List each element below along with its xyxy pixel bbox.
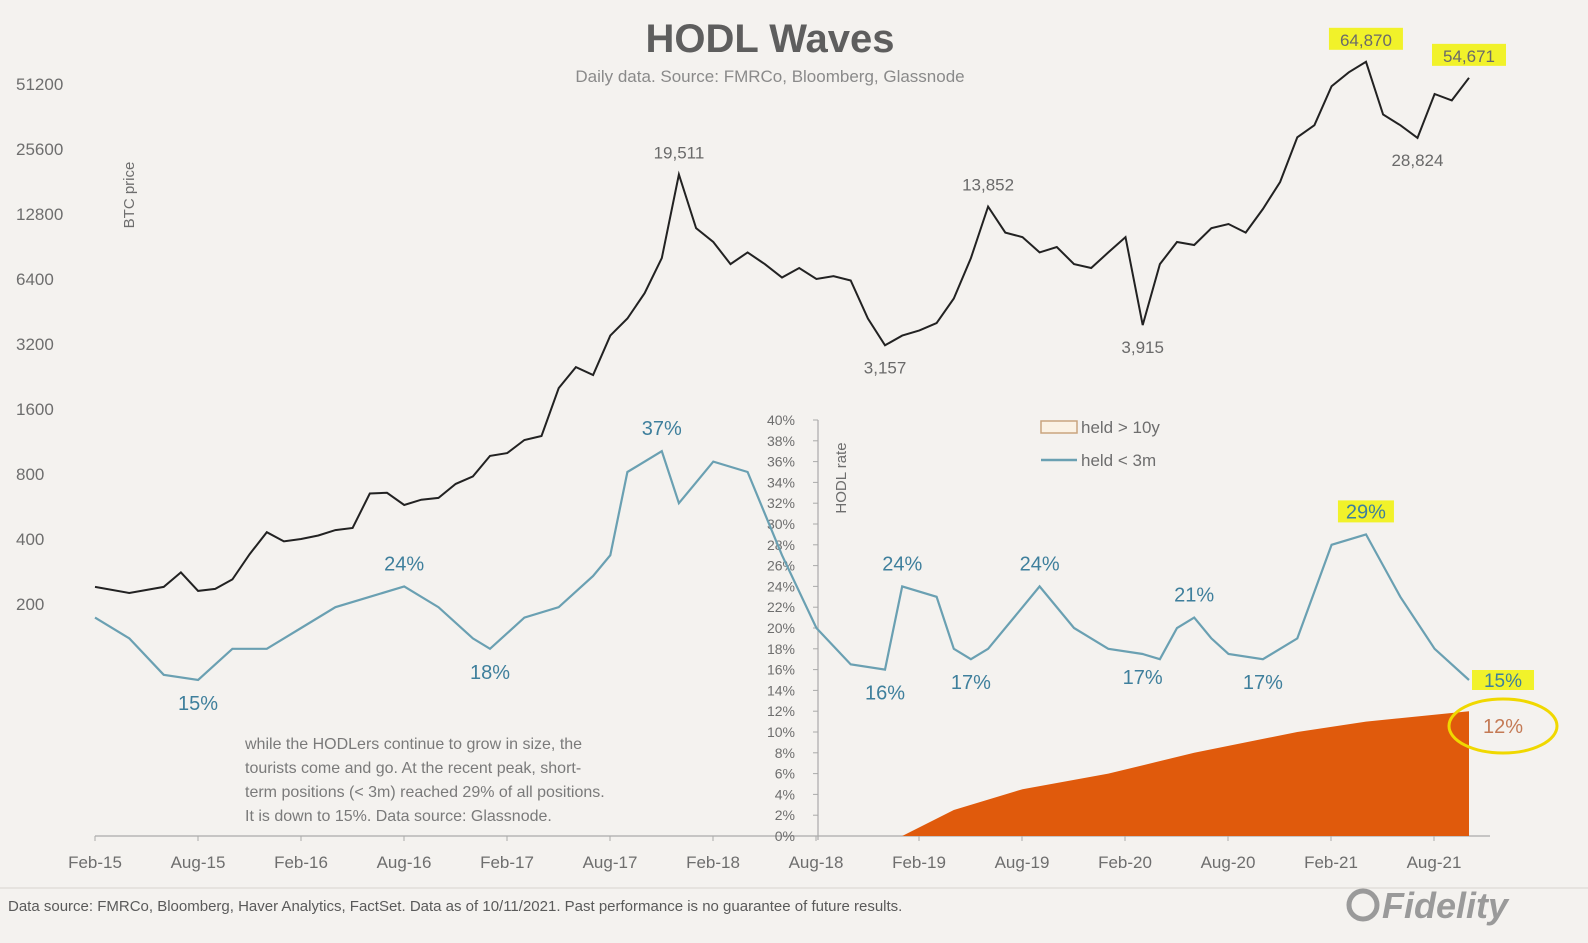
hodl-y-tick-label: 30%: [767, 516, 795, 532]
price-y-tick-label: 400: [16, 530, 44, 549]
x-tick-label: Aug-18: [789, 853, 844, 872]
price-annotation: 28,824: [1391, 151, 1443, 170]
hodl-annotation: 17%: [1123, 667, 1163, 689]
price-annotation: 13,852: [962, 176, 1014, 195]
fidelity-logo-mark: [1346, 888, 1380, 922]
hodl-y-tick-label: 10%: [767, 724, 795, 740]
price-annotation-highlight: [1432, 43, 1506, 66]
chart-subtitle: Daily data. Source: FMRCo, Bloomberg, Gl…: [575, 67, 964, 86]
hodl-y-tick-label: 6%: [775, 766, 795, 782]
price-y-tick-label: 6400: [16, 270, 54, 289]
end-label-circle: [1447, 697, 1559, 755]
x-tick-label: Feb-19: [892, 853, 946, 872]
hodl-annotation: 24%: [384, 553, 424, 575]
x-tick-label: Aug-16: [377, 853, 432, 872]
hodl-annotations: 15% 24% 18% 37% 16% 24% 17% 24% 17% 21% 17% 29%: [178, 418, 1394, 715]
legend-swatch-held-over-10y: [1040, 420, 1078, 434]
legend-label-held-under-3m: held < 3m: [1081, 451, 1156, 470]
hodl-y-tick-label: 8%: [775, 745, 795, 761]
hodl-y-tick-label: 20%: [767, 620, 795, 636]
hodl-end-label-under-3m: 15%: [1484, 671, 1522, 692]
legend-label-held-over-10y: held > 10y: [1081, 418, 1160, 437]
price-y-tick-label: 1600: [16, 400, 54, 419]
price-y-tick-label: 3200: [16, 335, 54, 354]
hodl-y-tick-label: 22%: [767, 599, 795, 615]
hodl-y-tick-label: 12%: [767, 703, 795, 719]
price-annotation: 3,157: [864, 358, 907, 377]
price-y-tick-label: 25600: [16, 140, 63, 159]
x-tick-label: Aug-21: [1407, 853, 1462, 872]
price-annotation: 54,671: [1443, 47, 1495, 66]
x-tick-label: Feb-18: [686, 853, 740, 872]
x-tick-label: Feb-15: [68, 853, 122, 872]
hodl-y-ticks: 0% 2% 4% 6% 8% 10% 12% 14% 16% 18% 20% 22% 24% 26% 28%…: [767, 412, 818, 844]
commentary-note: while the HODLers continue to grow in si…: [244, 736, 605, 825]
hodl-y-tick-label: 26%: [767, 558, 795, 574]
price-annotations: 19,511 3,157 13,852 3,915 28,824 64,870 54,671: [654, 27, 1506, 377]
hodl-y-tick-label: 34%: [767, 474, 795, 490]
note-line: term positions (< 3m) reached 29% of all…: [245, 784, 605, 801]
btc-price-line: [94, 60, 1470, 595]
hodl-y-tick-label: 38%: [767, 433, 795, 449]
hodl-annotation: 29%: [1346, 501, 1386, 523]
hodl-y-tick-label: 14%: [767, 682, 795, 698]
held-under-3m-line: [94, 449, 1470, 682]
hodl-annotation: 17%: [1243, 672, 1283, 694]
hodl-end-label-over-10y: 12%: [1483, 716, 1523, 738]
note-line: It is down to 15%. Data source: Glassnod…: [245, 808, 552, 825]
hodl-annotation: 37%: [642, 418, 682, 440]
x-ticks: Feb-15 Aug-15 Feb-16 Aug-16 Feb-17 Aug-17 Feb-…: [68, 836, 1461, 872]
hodl-y-tick-label: 24%: [767, 578, 795, 594]
x-tick-label: Feb-20: [1098, 853, 1152, 872]
footer-source: Data source: FMRCo, Bloomberg, Haver Ana…: [8, 898, 902, 915]
x-tick-label: Aug-17: [583, 853, 638, 872]
note-line: tourists come and go. At the recent peak…: [245, 760, 581, 777]
hodl-annotation: 24%: [882, 553, 922, 575]
hodl-y-tick-label: 18%: [767, 641, 795, 657]
price-annotation-highlight: [1328, 27, 1403, 50]
x-tick-label: Aug-15: [171, 853, 226, 872]
price-y-axis-label: BTC price: [121, 162, 138, 229]
price-annotation: 64,870: [1340, 31, 1392, 50]
x-tick-label: Aug-20: [1201, 853, 1256, 872]
end-label-highlight: [1472, 670, 1534, 690]
hodl-annotation: 16%: [865, 683, 905, 705]
price-y-tick-label: 12800: [16, 205, 63, 224]
hodl-annotation: 18%: [470, 662, 510, 684]
price-annotation: 19,511: [654, 143, 705, 162]
held-over-10y-area: [902, 711, 1469, 836]
hodl-annotation: 17%: [951, 672, 991, 694]
fidelity-logo-text: Fidelity: [1382, 885, 1510, 926]
hodl-annotation: 21%: [1174, 585, 1214, 607]
hodl-y-tick-label: 16%: [767, 662, 795, 678]
hodl-y-tick-label: 40%: [767, 412, 795, 428]
x-tick-label: Aug-19: [995, 853, 1050, 872]
hodl-y-tick-label: 32%: [767, 495, 795, 511]
legend: held > 10y held < 3m: [1040, 418, 1160, 470]
hodl-y-tick-label: 2%: [775, 807, 795, 823]
price-y-tick-label: 51200: [16, 75, 63, 94]
price-y-ticks: 51200 25600 12800 6400 3200 1600 800 400 200: [16, 75, 63, 614]
hodl-annotation-highlight: [1337, 500, 1394, 523]
x-tick-label: Feb-17: [480, 853, 534, 872]
hodl-annotation: 15%: [178, 693, 218, 715]
price-y-tick-label: 800: [16, 465, 44, 484]
hodl-annotation: 24%: [1020, 553, 1060, 575]
fidelity-logo: Fidelity: [1346, 885, 1510, 926]
hodl-y-tick-label: 28%: [767, 537, 795, 553]
hodl-y-tick-label: 4%: [775, 786, 795, 802]
price-y-tick-label: 200: [16, 595, 44, 614]
chart-title: HODL Waves: [646, 17, 895, 61]
hodl-y-tick-label: 0%: [775, 828, 795, 844]
x-tick-label: Feb-21: [1304, 853, 1358, 872]
hodl-y-tick-label: 36%: [767, 454, 795, 470]
x-tick-label: Feb-16: [274, 853, 328, 872]
note-line: while the HODLers continue to grow in si…: [244, 736, 582, 753]
price-annotation: 3,915: [1121, 338, 1164, 357]
hodl-y-axis-label: HODL rate: [833, 442, 850, 513]
